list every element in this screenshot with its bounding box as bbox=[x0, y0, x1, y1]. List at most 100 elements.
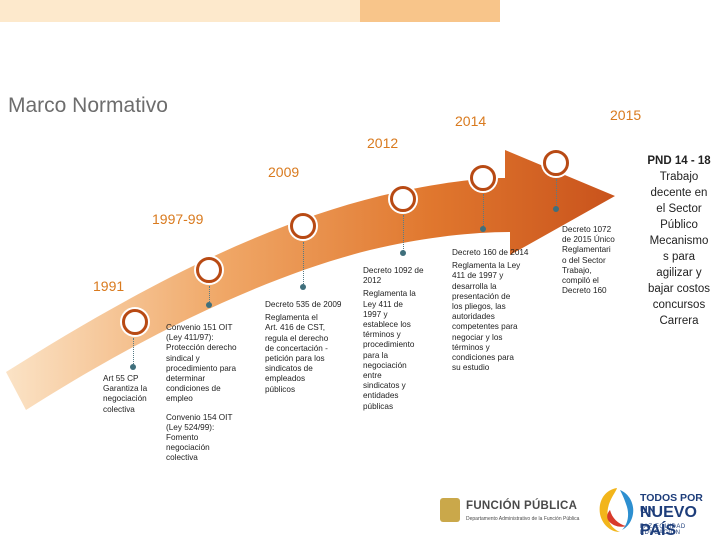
milestone-line: Reglamentari bbox=[562, 245, 611, 255]
nuevo-pais-logo: TODOS POR UN NUEVO PAÍS PAZ EQUIDAD EDUC… bbox=[596, 484, 718, 539]
pnd-heading: PND 14 - 18 bbox=[647, 155, 711, 167]
year-2009: 2009 bbox=[268, 164, 300, 180]
pnd-text-block: PND 14 - 18 Trabajo decente en el Sector Pú… bbox=[640, 153, 718, 329]
milestone-line: Convenio 151 OIT bbox=[166, 323, 233, 332]
milestone-line: condiciones de bbox=[166, 384, 221, 394]
pnd-line: Carrera bbox=[659, 315, 699, 327]
milestone-line: públicos bbox=[265, 384, 296, 394]
pin-dot-2015 bbox=[553, 206, 559, 212]
milestone-line: negociar y los bbox=[452, 332, 503, 342]
milestone-line: 411 de 1997 y bbox=[452, 271, 504, 281]
milestone-line: colectiva bbox=[166, 453, 198, 463]
pnd-line: el Sector bbox=[656, 203, 702, 215]
nuevo-pais-line3: PAZ EQUIDAD EDUCACIÓN bbox=[640, 524, 686, 536]
milestone-line: negociación bbox=[103, 394, 147, 404]
milestone-heading: Decreto 1092 de 2012 bbox=[363, 266, 424, 286]
funcion-publica-logo: FUNCIÓN PÚBLICA Departamento Administrat… bbox=[440, 494, 580, 530]
milestone-line: Decreto 160 bbox=[562, 286, 607, 296]
milestone-line: presentación de bbox=[452, 291, 511, 301]
milestone-text-2012: Decreto 1092 de 2012 Reglamenta la Ley 411… bbox=[363, 266, 433, 412]
pnd-line: bajar costos bbox=[647, 283, 710, 295]
pnd-line: s para bbox=[663, 251, 695, 263]
milestone-line: de 2015 Único bbox=[562, 235, 615, 245]
pnd-lines: Trabajo decente en el Sector Público Mecanis… bbox=[640, 169, 718, 329]
milestone-text-2014: Decreto 160 de 2014 Reglamenta la Ley 411 … bbox=[452, 248, 538, 373]
timeline-node-1991 bbox=[122, 309, 148, 335]
pin-dot-2012 bbox=[400, 250, 406, 256]
timeline-node-2009 bbox=[290, 213, 316, 239]
nuevo-pais-emblem-icon bbox=[599, 488, 634, 532]
page-title: Marco Normativo bbox=[8, 94, 168, 117]
milestone-line: petición para los bbox=[265, 354, 325, 364]
milestone-line: Reglamenta la bbox=[363, 289, 416, 299]
pin-2015 bbox=[556, 179, 557, 207]
milestone-line: términos y bbox=[452, 342, 490, 352]
milestone-line: 1997 y bbox=[363, 309, 388, 319]
milestone-line: (Ley 411/97): bbox=[166, 333, 214, 343]
timeline-node-2014 bbox=[470, 165, 496, 191]
milestone-line: entidades bbox=[363, 391, 399, 401]
colombia-seal-icon bbox=[440, 498, 460, 522]
milestone-line: sindicatos y bbox=[363, 381, 406, 391]
pin-1991 bbox=[133, 338, 134, 366]
milestone-line: Reglamenta el bbox=[265, 313, 318, 323]
milestone-line: negociación bbox=[166, 443, 210, 453]
milestone-text-2009: Decreto 535 de 2009 Reglamenta el Art. 416… bbox=[265, 300, 345, 395]
year-2015: 2015 bbox=[610, 107, 642, 123]
pnd-line: agilizar y bbox=[656, 267, 702, 279]
nuevo-pais-line1: TODOS POR UN bbox=[640, 492, 703, 516]
milestone-line: Art 55 CP bbox=[103, 374, 139, 383]
top-color-strip bbox=[0, 0, 720, 22]
milestone-line bbox=[166, 405, 256, 413]
milestone-line: términos y bbox=[363, 330, 401, 340]
pin-2012 bbox=[403, 215, 404, 251]
timeline-node-2015 bbox=[543, 150, 569, 176]
milestone-line: colectiva bbox=[103, 404, 135, 414]
timeline-node-2012 bbox=[390, 186, 416, 212]
milestone-line: Fomento bbox=[166, 433, 199, 443]
milestone-text-1997-99: Convenio 151 OIT (Ley 411/97): Protección … bbox=[166, 323, 256, 464]
milestone-line: Protección derecho bbox=[166, 343, 237, 353]
milestone-line: de concertación - bbox=[265, 343, 328, 353]
milestone-line: condiciones para bbox=[452, 353, 514, 363]
year-1991: 1991 bbox=[93, 278, 125, 294]
milestone-text-2015: Decreto 1072 de 2015 Único Reglamentari o d… bbox=[562, 225, 630, 296]
milestone-line: procedimiento bbox=[363, 340, 415, 350]
pnd-line: decente en bbox=[650, 187, 708, 199]
pin-2009 bbox=[303, 242, 304, 286]
milestone-line: regula el derecho bbox=[265, 333, 329, 343]
milestone-line: Garantiza la bbox=[103, 384, 148, 394]
milestone-line: entre bbox=[363, 371, 382, 381]
milestone-line: públicas bbox=[363, 401, 394, 411]
milestone-line: Art. 416 de CST, bbox=[265, 323, 326, 333]
milestone-line: negociación bbox=[363, 360, 407, 370]
milestone-line: procedimiento para bbox=[166, 363, 237, 373]
pnd-line: concursos bbox=[652, 299, 706, 311]
pnd-line: Público bbox=[660, 219, 698, 231]
milestone-line: Ley 411 de bbox=[363, 299, 403, 309]
milestone-line: competentes para bbox=[452, 322, 518, 332]
pin-dot-2014 bbox=[480, 226, 486, 232]
milestone-line: Decreto 1072 bbox=[562, 225, 612, 234]
milestone-line: establece los bbox=[363, 320, 411, 330]
year-1997-99: 1997-99 bbox=[152, 211, 204, 227]
milestone-line: los pliegos, las bbox=[452, 302, 506, 312]
pin-dot-1997-99 bbox=[206, 302, 212, 308]
milestone-line: Trabajo, bbox=[562, 265, 592, 275]
pnd-line: Mecanismo bbox=[649, 235, 709, 247]
pin-dot-2009 bbox=[300, 284, 306, 290]
milestone-line: empleo bbox=[166, 394, 193, 404]
milestone-line: compiló el bbox=[562, 276, 599, 286]
pin-2014 bbox=[483, 194, 484, 226]
pin-1997-99 bbox=[209, 286, 210, 304]
milestone-line: o del Sector bbox=[562, 255, 606, 265]
milestone-line: determinar bbox=[166, 374, 206, 384]
milestone-line: su estudio bbox=[452, 363, 490, 373]
milestone-text-1991: Art 55 CP Garantiza la negociación colectiv… bbox=[103, 374, 159, 415]
milestone-line: Reglamenta la Ley bbox=[452, 261, 521, 271]
milestone-line: para la bbox=[363, 350, 389, 360]
year-2012: 2012 bbox=[367, 135, 399, 151]
timeline-node-1997-99 bbox=[196, 257, 222, 283]
milestone-heading: Decreto 535 de 2009 bbox=[265, 300, 342, 309]
